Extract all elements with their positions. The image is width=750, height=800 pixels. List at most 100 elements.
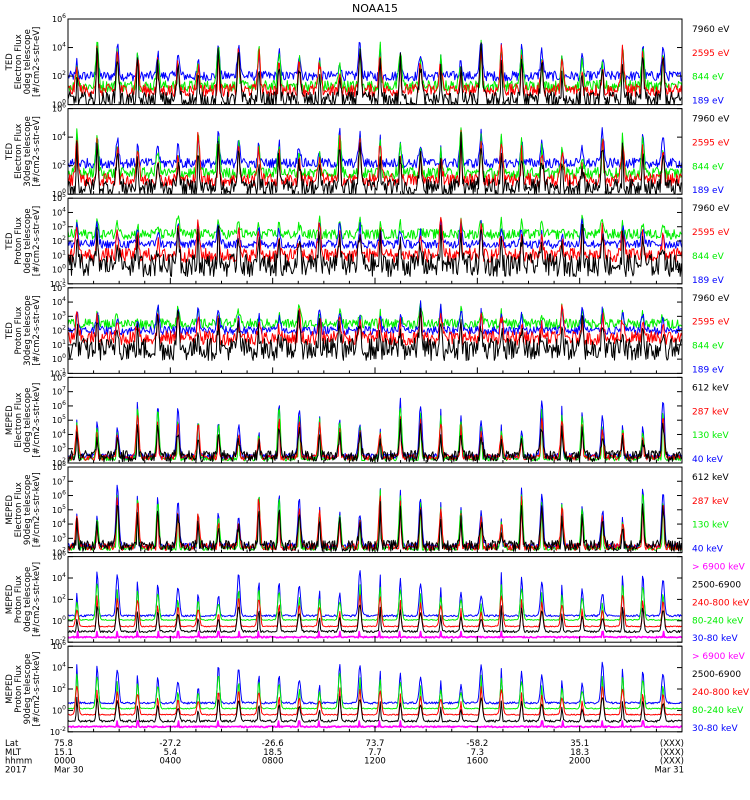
y-tick-label: 102 [52, 160, 66, 171]
legend-entry: 40 keV [692, 455, 724, 465]
y-tick-label: 102 [52, 547, 66, 558]
y-axis-label-line: TED [5, 53, 15, 72]
y-tick-label: 105 [52, 504, 66, 515]
legend-entry: 130 keV [692, 431, 729, 441]
panel-3: 10-1 100 101 102 103 104 105 TED Proton Flux 0deg… [5, 192, 730, 289]
footer-cell-mlt: (XXX) [660, 748, 684, 758]
legend-entry: 30-80 keV [692, 634, 738, 644]
y-axis-label-line: MEPED [5, 494, 15, 524]
footer-row-label: Lat [5, 739, 19, 749]
footer-cell-hhmm: 2000 [569, 757, 591, 767]
y-axis-label-line: 0deg telescope [23, 208, 33, 273]
y-axis-label-line: 90deg telescope [23, 654, 33, 725]
legend-entry: 844 eV [692, 342, 725, 352]
y-axis-label-line: [#/cm2-s-str-keV] [32, 472, 42, 547]
y-tick-label: 105 [52, 192, 66, 203]
y-tick-label: 100 [52, 704, 66, 715]
y-tick-label: 104 [52, 662, 66, 673]
footer-row-label: MLT [5, 748, 22, 758]
y-axis-label-line: 90deg telescope [23, 474, 33, 545]
series-line-844-ev [68, 127, 682, 180]
y-axis-label-line: Proton Flux [14, 665, 24, 713]
y-axis-label-line: Electron Flux [14, 393, 24, 448]
y-tick-label: 106 [52, 13, 66, 24]
legend-entry: 80-240 keV [692, 706, 744, 716]
footer-cell-hhmm: 0800 [262, 757, 284, 767]
legend-entry: 2595 eV [692, 138, 730, 148]
footer-cell-mlt: 15.1 [54, 748, 73, 758]
y-tick-label: 106 [52, 400, 66, 411]
y-tick-label: 10-1 [50, 367, 66, 378]
series-line-189-ev [68, 218, 682, 249]
footer-cell-mlt: 7.7 [368, 748, 382, 758]
y-tick-label: 108 [52, 461, 66, 472]
y-tick-label: 10-1 [50, 278, 66, 289]
y-tick-label: 102 [52, 70, 66, 81]
legend-entry: 844 eV [692, 73, 725, 83]
y-tick-label: 106 [52, 640, 66, 651]
footer-cell-lat: 35.1 [570, 739, 589, 749]
y-tick-label: 101 [52, 339, 66, 350]
legend-entry: 287 keV [692, 407, 729, 417]
y-tick-label: 104 [52, 206, 66, 217]
series-line-240-800-kev [68, 594, 682, 628]
footer-cell-mlt: 18.5 [263, 748, 282, 758]
legend-entry: 80-240 keV [692, 616, 744, 626]
y-axis-label-line: 0deg telescope [23, 29, 33, 94]
y-tick-label: 104 [52, 296, 66, 307]
footer-cell-lat: 75.8 [54, 739, 73, 749]
series-line-7960-ev [68, 307, 682, 361]
footer-cell-date: Mar 30 [54, 765, 84, 775]
y-tick-label: 104 [52, 131, 66, 142]
y-axis-label-line: Proton Flux [14, 217, 24, 265]
y-tick-label: 102 [52, 683, 66, 694]
y-tick-label: 10-2 [50, 726, 66, 737]
panel-7: 10-2 100 102 104 106 MEPED Proton Flux 0deg tel… [5, 551, 750, 648]
series-line-189-ev [68, 127, 682, 169]
legend-entry: 2595 eV [692, 49, 730, 59]
legend-entry: 189 eV [692, 365, 725, 375]
y-axis-label-line: 30deg telescope [23, 295, 33, 366]
y-axis-label-line: 0deg telescope [23, 388, 33, 453]
y-tick-label: 103 [52, 221, 66, 232]
series-line-612-kev [68, 501, 682, 552]
y-axis-label-line: [#/cm2-s-str-eV] [32, 116, 42, 186]
y-tick-label: 100 [52, 615, 66, 626]
y-tick-label: 106 [52, 551, 66, 562]
y-axis-label-line: MEPED [5, 405, 15, 435]
figure-title: NOAA15 [352, 2, 398, 15]
series-line-240-800-kev [68, 685, 682, 716]
y-tick-label: 104 [52, 518, 66, 529]
y-axis-label-line: MEPED [5, 584, 15, 614]
legend-entry: 612 keV [692, 473, 729, 483]
y-axis-label-line: MEPED [5, 674, 15, 704]
panel-8: 10-2 100 102 104 106 MEPED Proton Flux 90deg te… [5, 640, 750, 737]
footer-cell-date: Mar 31 [654, 765, 684, 775]
series-line-2595-ev [68, 216, 682, 263]
legend-entry: 130 keV [692, 521, 729, 531]
y-tick-label: 100 [52, 188, 66, 199]
footer-cell-hhmm: 1600 [467, 757, 489, 767]
legend-entry: 7960 eV [692, 115, 730, 125]
legend-entry: 844 eV [692, 162, 725, 172]
y-axis-label-line: 0deg telescope [23, 567, 33, 632]
y-tick-label: 107 [52, 386, 66, 397]
y-tick-label: 105 [52, 282, 66, 293]
y-axis-label-line: Proton Flux [14, 576, 24, 624]
y-tick-label: 102 [52, 457, 66, 468]
series-line-30-80-kev [68, 661, 682, 705]
y-tick-label: 104 [52, 428, 66, 439]
legend-entry: 30-80 keV [692, 724, 738, 734]
y-tick-label: 108 [52, 371, 66, 382]
legend-entry: > 6900 keV [692, 652, 746, 662]
y-tick-label: 105 [52, 414, 66, 425]
y-axis-label-line: [#/cm2-s-str-eV] [32, 27, 42, 97]
footer-cell-mlt: 18.3 [570, 748, 589, 758]
y-axis-label-line: [#/cm2-s-str-keV] [32, 562, 42, 637]
y-axis-label-line: [#/cm2-s-str-eV] [32, 295, 42, 365]
legend-entry: 7960 eV [692, 204, 730, 214]
